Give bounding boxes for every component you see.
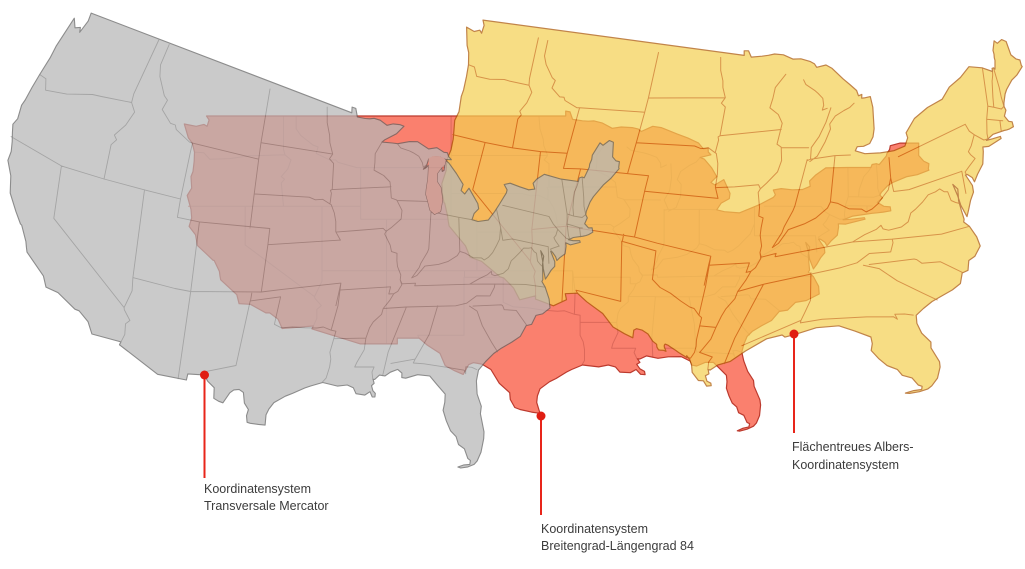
svg-text:Transversale Mercator: Transversale Mercator	[204, 499, 329, 513]
svg-text:Flächentreues Albers-: Flächentreues Albers-	[792, 440, 914, 454]
svg-text:Breitengrad-Längengrad 84: Breitengrad-Längengrad 84	[541, 539, 694, 553]
svg-text:Koordinatensystem: Koordinatensystem	[204, 482, 311, 496]
svg-text:Koordinatensystem: Koordinatensystem	[541, 522, 648, 536]
svg-text:Koordinatensystem: Koordinatensystem	[792, 458, 899, 472]
